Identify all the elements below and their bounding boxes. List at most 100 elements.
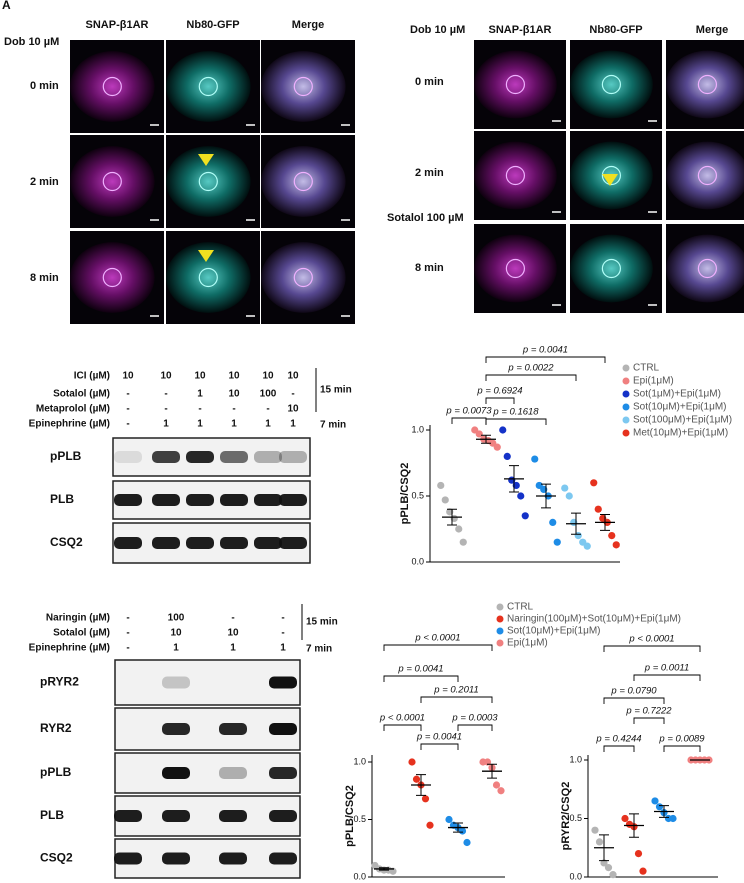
label: SNAP-β1AR bbox=[489, 24, 552, 36]
nucleus bbox=[505, 258, 526, 279]
label: Epinephrine (µM) bbox=[29, 419, 110, 430]
p-value: p = 0.6924 bbox=[476, 386, 522, 397]
band bbox=[269, 767, 297, 779]
label: 8 min bbox=[415, 262, 444, 274]
p-value: p < 0.0001 bbox=[628, 634, 674, 645]
band bbox=[152, 537, 180, 549]
band bbox=[254, 537, 282, 549]
label: - bbox=[126, 613, 129, 624]
dot bbox=[408, 758, 416, 766]
error-bar bbox=[487, 763, 497, 779]
dot bbox=[655, 803, 664, 811]
cell bbox=[70, 51, 155, 122]
cell bbox=[166, 51, 251, 122]
p-value: p = 0.0073 bbox=[445, 406, 492, 417]
label: 1 bbox=[290, 419, 296, 430]
error-bar bbox=[447, 508, 457, 526]
cell bbox=[70, 146, 155, 217]
label: 7 min bbox=[306, 644, 332, 655]
label: 1 bbox=[197, 389, 203, 400]
dot bbox=[600, 859, 608, 867]
nucleus bbox=[293, 76, 313, 97]
label: - bbox=[291, 389, 294, 400]
cell bbox=[666, 141, 744, 210]
legend-label: Sot(10μM)+Epi(1μM) bbox=[507, 626, 601, 637]
label: 15 min bbox=[306, 617, 338, 628]
arrowhead bbox=[198, 154, 214, 166]
nucleus bbox=[293, 171, 313, 192]
nucleus bbox=[505, 74, 526, 95]
band bbox=[254, 494, 282, 506]
label: Merge bbox=[292, 19, 324, 31]
p-value: p = 0.2011 bbox=[433, 685, 478, 696]
dot bbox=[441, 496, 449, 504]
dot bbox=[531, 455, 539, 463]
label: - bbox=[281, 628, 284, 639]
dot bbox=[591, 826, 599, 834]
label: CSQ2 bbox=[40, 851, 73, 865]
label: - bbox=[164, 389, 167, 400]
band bbox=[279, 494, 307, 506]
significance-bracket bbox=[420, 696, 493, 703]
dot bbox=[621, 814, 629, 823]
label: ICI (µM) bbox=[74, 371, 110, 382]
band bbox=[269, 852, 297, 865]
band bbox=[269, 723, 297, 735]
nucleus bbox=[697, 74, 718, 95]
cell bbox=[570, 234, 653, 303]
band bbox=[114, 494, 142, 506]
legend-marker bbox=[622, 429, 630, 437]
y-axis-label: pPLB/CSQ2 bbox=[399, 463, 411, 525]
dot bbox=[561, 484, 569, 492]
p-value: p = 0.0003 bbox=[451, 713, 498, 724]
p-value: p = 0.0022 bbox=[507, 363, 554, 374]
error-bar bbox=[600, 513, 610, 531]
dot bbox=[492, 781, 501, 789]
nucleus bbox=[198, 267, 218, 288]
label: 100 bbox=[260, 389, 277, 400]
nucleus bbox=[697, 258, 718, 279]
dot bbox=[634, 850, 643, 858]
significance-bracket bbox=[485, 374, 577, 381]
dot bbox=[493, 443, 501, 451]
significance-bracket bbox=[383, 675, 459, 682]
legend-label: Epi(1μM) bbox=[633, 376, 674, 387]
significance-bracket bbox=[457, 724, 493, 731]
band bbox=[152, 451, 180, 463]
error-bar bbox=[629, 813, 639, 838]
arrowhead bbox=[198, 250, 214, 262]
label: - bbox=[232, 404, 235, 415]
label: 1 bbox=[231, 419, 237, 430]
label: Nb80-GFP bbox=[589, 24, 642, 36]
dot bbox=[412, 775, 421, 783]
band bbox=[152, 494, 180, 506]
legend-marker bbox=[622, 403, 630, 411]
significance-bracket bbox=[633, 674, 701, 681]
label: 7 min bbox=[320, 420, 346, 431]
legend-marker bbox=[622, 390, 630, 398]
dot bbox=[549, 518, 557, 527]
label: 10 bbox=[194, 371, 206, 382]
label: 1 bbox=[265, 419, 271, 430]
dot bbox=[553, 538, 561, 546]
y-axis-label: pRYR2/CSQ2 bbox=[560, 782, 572, 851]
dot bbox=[455, 525, 463, 533]
label: 1 bbox=[173, 643, 179, 654]
p-value: p = 0.0041 bbox=[522, 345, 568, 356]
nucleus bbox=[293, 267, 313, 288]
band bbox=[220, 537, 248, 549]
legend-marker bbox=[622, 416, 630, 424]
dot bbox=[590, 479, 598, 487]
band bbox=[279, 537, 307, 549]
band bbox=[162, 852, 190, 865]
significance-bracket bbox=[663, 745, 701, 752]
label: 1 bbox=[230, 643, 236, 654]
dot bbox=[595, 838, 604, 846]
label: - bbox=[126, 419, 129, 430]
error-bar bbox=[571, 512, 581, 535]
dot bbox=[421, 795, 430, 803]
dot bbox=[583, 542, 591, 550]
nucleus bbox=[697, 165, 718, 186]
label: - bbox=[198, 404, 201, 415]
